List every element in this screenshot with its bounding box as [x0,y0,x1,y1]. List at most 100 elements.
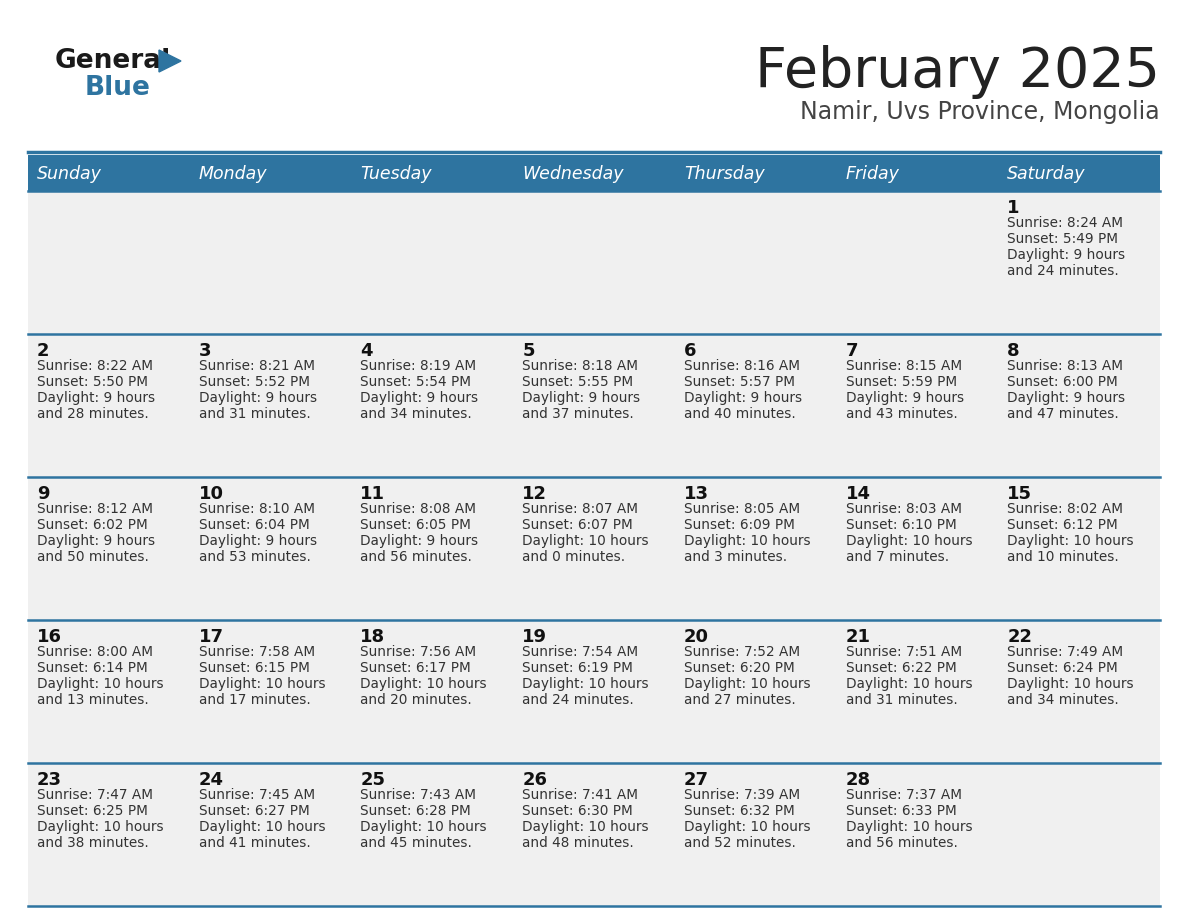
Text: and 48 minutes.: and 48 minutes. [523,836,634,850]
Text: Daylight: 10 hours: Daylight: 10 hours [684,677,810,691]
Text: and 20 minutes.: and 20 minutes. [360,693,472,707]
Text: Sunset: 6:14 PM: Sunset: 6:14 PM [37,661,147,675]
Text: 22: 22 [1007,628,1032,646]
Text: and 41 minutes.: and 41 minutes. [198,836,310,850]
Bar [513,155,675,191]
Bar [998,155,1159,191]
Text: Sunrise: 8:02 AM: Sunrise: 8:02 AM [1007,502,1124,516]
Text: Sunset: 6:33 PM: Sunset: 6:33 PM [846,804,956,818]
Text: 20: 20 [684,628,709,646]
Bar [836,763,998,906]
Bar [29,191,190,334]
Text: 9: 9 [37,485,50,503]
Text: Sunset: 6:00 PM: Sunset: 6:00 PM [1007,375,1118,389]
Text: and 45 minutes.: and 45 minutes. [360,836,473,850]
Text: Sunrise: 8:19 AM: Sunrise: 8:19 AM [360,359,476,373]
Bar [836,191,998,334]
Text: Thursday: Thursday [684,165,765,183]
Text: February 2025: February 2025 [756,45,1159,99]
Bar [675,763,836,906]
Text: Daylight: 10 hours: Daylight: 10 hours [523,534,649,548]
Text: Sunset: 5:52 PM: Sunset: 5:52 PM [198,375,310,389]
Text: 26: 26 [523,771,548,789]
Text: Daylight: 9 hours: Daylight: 9 hours [198,534,317,548]
Text: Sunset: 5:59 PM: Sunset: 5:59 PM [846,375,956,389]
Text: Sunrise: 8:24 AM: Sunrise: 8:24 AM [1007,216,1124,230]
Text: and 40 minutes.: and 40 minutes. [684,407,796,421]
Text: Daylight: 10 hours: Daylight: 10 hours [846,820,972,834]
Bar [29,155,190,191]
Text: Sunrise: 8:00 AM: Sunrise: 8:00 AM [37,645,153,659]
Text: 25: 25 [360,771,385,789]
Text: 24: 24 [198,771,223,789]
Text: Sunset: 6:15 PM: Sunset: 6:15 PM [198,661,310,675]
Text: Daylight: 10 hours: Daylight: 10 hours [523,820,649,834]
Text: Daylight: 10 hours: Daylight: 10 hours [360,820,487,834]
Text: Sunrise: 7:52 AM: Sunrise: 7:52 AM [684,645,800,659]
Text: Daylight: 10 hours: Daylight: 10 hours [684,820,810,834]
Text: 5: 5 [523,342,535,360]
Text: Sunrise: 8:05 AM: Sunrise: 8:05 AM [684,502,800,516]
Bar [352,155,513,191]
Text: Sunrise: 7:51 AM: Sunrise: 7:51 AM [846,645,962,659]
Polygon shape [159,50,181,72]
Bar [513,763,675,906]
Text: Daylight: 9 hours: Daylight: 9 hours [523,391,640,405]
Text: and 28 minutes.: and 28 minutes. [37,407,148,421]
Bar [513,191,675,334]
Bar [836,620,998,763]
Bar [836,334,998,477]
Text: and 38 minutes.: and 38 minutes. [37,836,148,850]
Bar [29,334,190,477]
Text: Sunrise: 7:41 AM: Sunrise: 7:41 AM [523,788,638,802]
Text: Sunrise: 8:10 AM: Sunrise: 8:10 AM [198,502,315,516]
Text: Daylight: 9 hours: Daylight: 9 hours [360,391,479,405]
Bar [675,191,836,334]
Text: Sunset: 6:09 PM: Sunset: 6:09 PM [684,518,795,532]
Text: Blue: Blue [86,75,151,101]
Text: and 47 minutes.: and 47 minutes. [1007,407,1119,421]
Text: 27: 27 [684,771,709,789]
Text: Daylight: 10 hours: Daylight: 10 hours [1007,534,1133,548]
Text: Sunrise: 8:15 AM: Sunrise: 8:15 AM [846,359,962,373]
Bar [352,334,513,477]
Text: Sunset: 5:54 PM: Sunset: 5:54 PM [360,375,472,389]
Text: and 37 minutes.: and 37 minutes. [523,407,634,421]
Bar [190,191,352,334]
Text: 18: 18 [360,628,386,646]
Text: and 24 minutes.: and 24 minutes. [1007,264,1119,278]
Text: and 34 minutes.: and 34 minutes. [1007,693,1119,707]
Text: and 31 minutes.: and 31 minutes. [198,407,310,421]
Text: 1: 1 [1007,199,1019,217]
Text: and 43 minutes.: and 43 minutes. [846,407,958,421]
Text: 4: 4 [360,342,373,360]
Text: and 56 minutes.: and 56 minutes. [360,550,473,564]
Text: 23: 23 [37,771,62,789]
Text: 6: 6 [684,342,696,360]
Bar [352,191,513,334]
Bar [998,763,1159,906]
Text: Sunset: 6:05 PM: Sunset: 6:05 PM [360,518,472,532]
Text: Sunrise: 8:18 AM: Sunrise: 8:18 AM [523,359,638,373]
Text: and 17 minutes.: and 17 minutes. [198,693,310,707]
Text: Sunset: 5:57 PM: Sunset: 5:57 PM [684,375,795,389]
Text: 19: 19 [523,628,548,646]
Text: Daylight: 10 hours: Daylight: 10 hours [846,534,972,548]
Text: 2: 2 [37,342,50,360]
Bar [998,620,1159,763]
Text: and 13 minutes.: and 13 minutes. [37,693,148,707]
Text: Sunrise: 8:16 AM: Sunrise: 8:16 AM [684,359,800,373]
Text: Sunset: 6:17 PM: Sunset: 6:17 PM [360,661,472,675]
Text: 8: 8 [1007,342,1020,360]
Bar [352,763,513,906]
Text: and 3 minutes.: and 3 minutes. [684,550,786,564]
Text: Daylight: 10 hours: Daylight: 10 hours [684,534,810,548]
Text: Sunday: Sunday [37,165,102,183]
Bar [836,477,998,620]
Text: Daylight: 9 hours: Daylight: 9 hours [684,391,802,405]
Bar [836,155,998,191]
Text: Daylight: 9 hours: Daylight: 9 hours [198,391,317,405]
Text: Wednesday: Wednesday [523,165,624,183]
Bar [29,763,190,906]
Text: Friday: Friday [846,165,899,183]
